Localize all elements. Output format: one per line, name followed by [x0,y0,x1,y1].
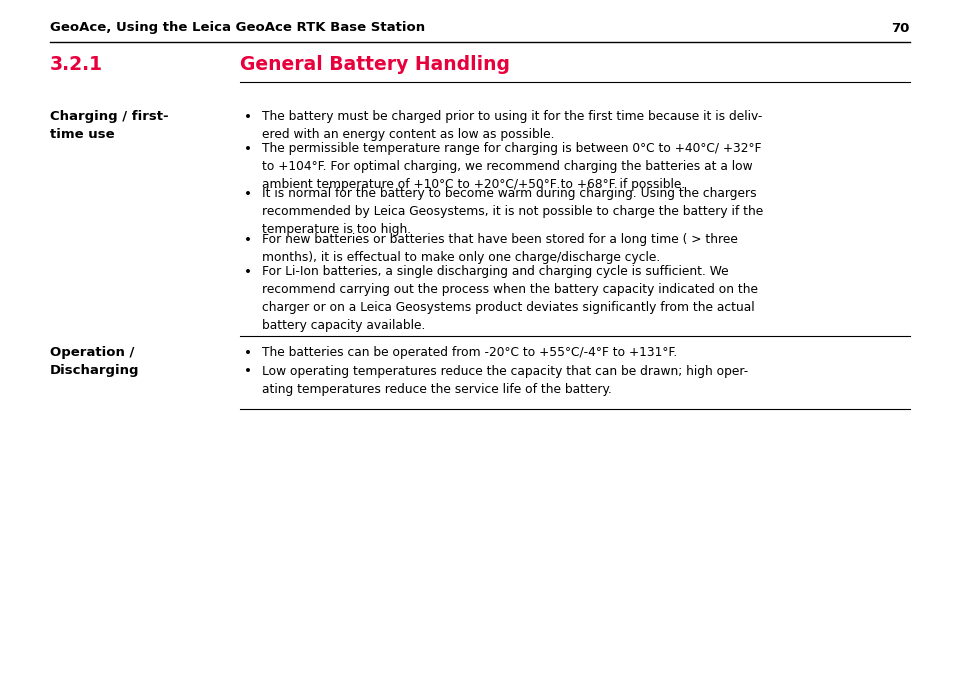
Text: •: • [244,233,252,246]
Text: It is normal for the battery to become warm during charging. Using the chargers
: It is normal for the battery to become w… [262,188,762,236]
Text: •: • [244,141,252,156]
Text: The battery must be charged prior to using it for the first time because it is d: The battery must be charged prior to usi… [262,110,761,141]
Text: The permissible temperature range for charging is between 0°C to +40°C/ +32°F
to: The permissible temperature range for ch… [262,142,760,191]
Text: •: • [244,364,252,378]
Text: •: • [244,346,252,359]
Text: •: • [244,188,252,201]
Text: The batteries can be operated from -20°C to +55°C/-4°F to +131°F.: The batteries can be operated from -20°C… [262,346,677,359]
Text: General Battery Handling: General Battery Handling [240,56,510,74]
Text: Operation /
Discharging: Operation / Discharging [50,346,139,377]
Text: GeoAce, Using the Leica GeoAce RTK Base Station: GeoAce, Using the Leica GeoAce RTK Base … [50,22,425,35]
Text: For Li-Ion batteries, a single discharging and charging cycle is sufficient. We
: For Li-Ion batteries, a single dischargi… [262,265,758,332]
Text: For new batteries or batteries that have been stored for a long time ( > three
m: For new batteries or batteries that have… [262,233,737,264]
Text: 70: 70 [891,22,909,35]
Text: Charging / first-
time use: Charging / first- time use [50,110,169,141]
Text: Low operating temperatures reduce the capacity that can be drawn; high oper-
ati: Low operating temperatures reduce the ca… [262,364,747,395]
Text: •: • [244,265,252,279]
Text: •: • [244,110,252,124]
Text: 3.2.1: 3.2.1 [50,56,103,74]
